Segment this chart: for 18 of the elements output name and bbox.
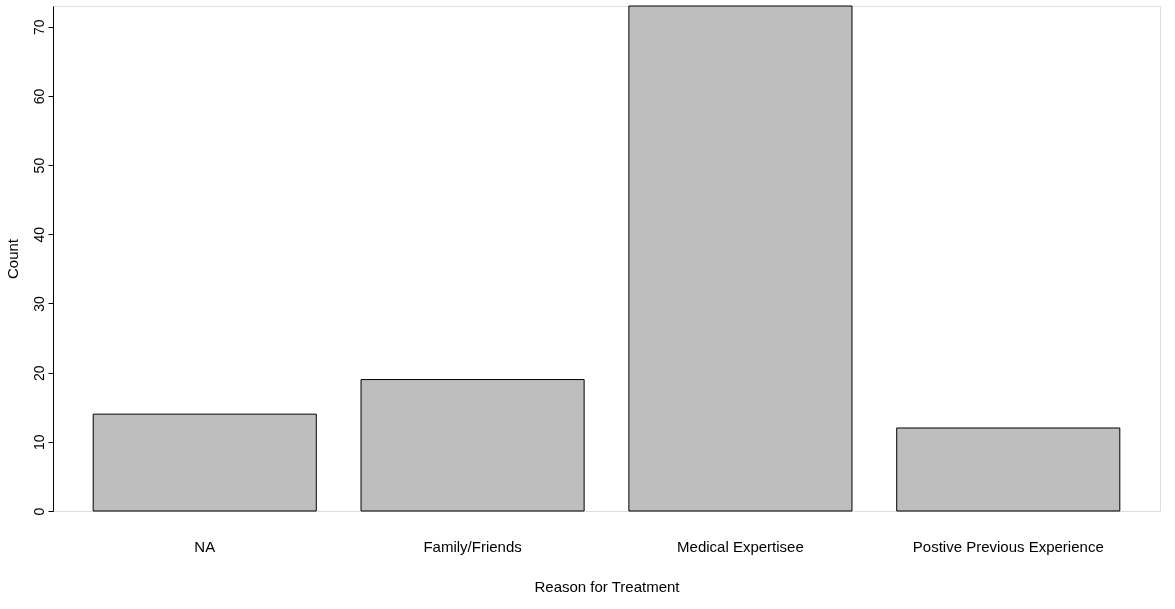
y-tick-label: 10 bbox=[30, 434, 47, 451]
bar bbox=[360, 379, 585, 512]
x-tick-label: Family/Friends bbox=[423, 537, 522, 555]
y-tick-label: 50 bbox=[30, 157, 47, 174]
x-tick-label: Medical Expertisee bbox=[677, 537, 804, 555]
x-tick-label: Postive Previous Experience bbox=[912, 537, 1104, 555]
y-axis-title: Count bbox=[3, 238, 21, 280]
y-tick-label: 20 bbox=[30, 365, 47, 381]
x-tick-label: NA bbox=[194, 537, 216, 555]
y-tick-label: 60 bbox=[30, 88, 47, 105]
y-tick-label: 30 bbox=[30, 295, 47, 312]
y-tick-label: 0 bbox=[30, 507, 47, 516]
bar bbox=[92, 413, 317, 512]
bar bbox=[628, 5, 853, 512]
y-tick-label: 40 bbox=[30, 226, 47, 243]
y-tick-label: 70 bbox=[30, 19, 47, 36]
x-axis-title: Reason for Treatment bbox=[534, 577, 681, 595]
bar bbox=[896, 427, 1121, 512]
